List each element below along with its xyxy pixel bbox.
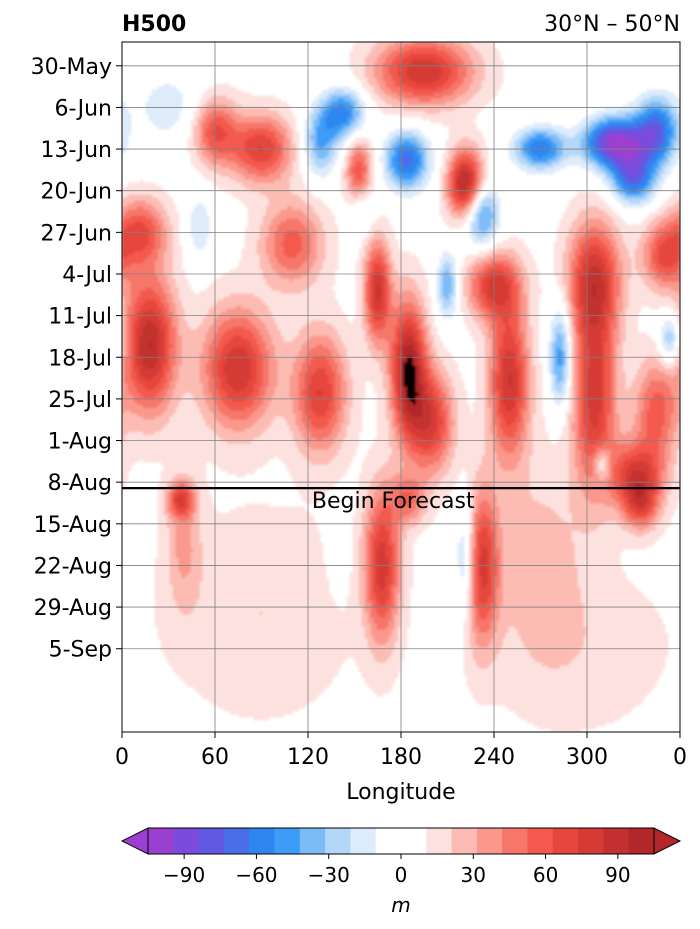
field-cell (563, 165, 567, 169)
field-cell (323, 174, 327, 178)
field-cell (167, 126, 171, 130)
field-cell (359, 126, 363, 130)
field-cell (551, 171, 555, 175)
field-cell (416, 192, 420, 196)
field-cell (557, 168, 561, 172)
